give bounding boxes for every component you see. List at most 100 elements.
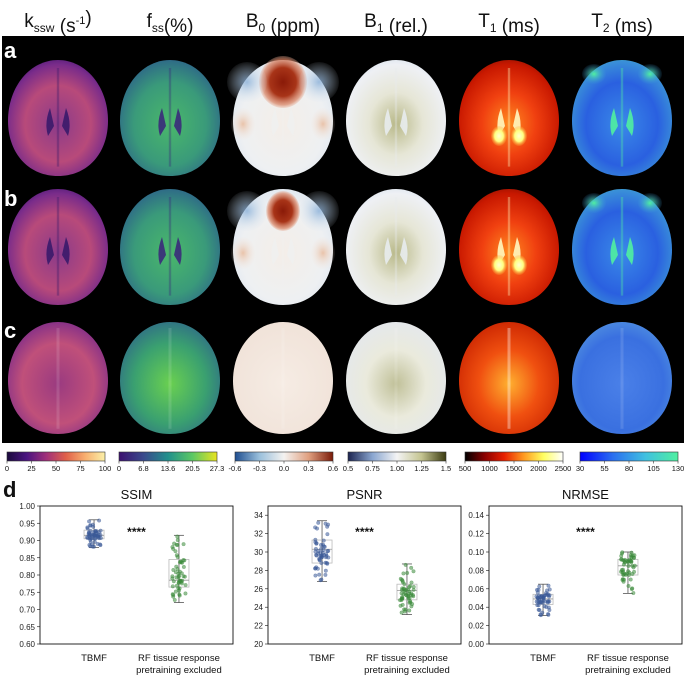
brain-map-row2-col1 [8,189,108,305]
plot-frame [39,505,234,645]
data-point [313,537,318,542]
category-label: pretraining excluded [136,665,222,676]
y-tick-label: 0.70 [19,606,35,615]
category-label: TBMF [309,653,335,664]
data-point [323,572,328,577]
brain-map-row1-col2 [120,60,220,176]
data-point [407,608,412,613]
category-label: RF tissue response [138,653,220,664]
data-point [542,594,546,599]
y-tick-label: 0.04 [468,603,484,612]
data-point [183,591,188,596]
data-point [323,560,328,565]
colorbar-tick: 100 [99,464,112,473]
row-labels: a b c [4,38,17,343]
colorbar-tick: 0 [5,464,9,473]
data-point [94,529,99,533]
data-point [535,595,540,600]
column-header-5: T1 (ms) [478,11,540,37]
column-headers: kssw (s-1) fss(%) B0 (ppm) B1 (rel.) T1 (ms)… [24,8,652,37]
data-point [632,555,636,560]
colorbar-tick: 0 [117,464,121,473]
data-point [546,593,551,598]
column-header-4: B1 (rel.) [364,11,428,37]
data-point [538,612,543,617]
column-header-6: T2 (ms) [591,11,653,37]
data-point [409,591,414,596]
data-point [623,557,627,562]
brain-map-row3-col3 [233,322,333,434]
data-point [631,565,636,570]
data-point [546,583,551,588]
brain-map-row2-col3 [227,189,339,305]
box-rf-excluded [617,550,639,595]
column-header-1: kssw (s-1) [24,8,91,37]
brain-map-row1-col3 [227,56,339,176]
y-tick-label: 0.75 [19,588,35,597]
data-point [181,542,186,547]
brain-map-row1-col4 [346,60,446,176]
colorbar-tick: 0.6 [328,464,338,473]
data-point [409,580,414,585]
colorbar-tick: 1000 [481,464,498,473]
brain-map-row3-col6 [572,322,672,434]
data-point [628,577,633,582]
data-point [174,575,179,580]
data-point [398,598,402,603]
data-point [313,566,318,571]
data-point [546,612,551,617]
plot-title: NRMSE [562,487,609,502]
data-point [401,571,406,576]
y-tick-label: 24 [254,603,263,612]
data-point [86,530,91,535]
data-point [320,553,325,558]
box-rf-excluded [396,562,418,615]
box-tbmf [83,518,105,549]
data-point [402,607,407,612]
brain-map-row2-col2 [120,189,220,305]
data-point [400,602,405,607]
y-tick-label: 1.00 [19,502,35,511]
data-point [626,559,631,564]
colorbar-tick: 1500 [506,464,523,473]
box-plots: SSIM 0.60 0.65 0.70 0.75 0.80 0.85 0.90 0.95 1.00… [19,487,683,676]
brain-map-row3-col5 [459,322,559,434]
category-label: RF tissue response [366,653,448,664]
data-point [171,593,176,597]
data-point [537,600,542,605]
category-label: RF tissue response [587,653,669,664]
data-point [322,544,327,549]
category-label: TBMF [81,653,107,664]
y-tick-label: 0.12 [468,530,484,539]
data-point [321,538,326,543]
colorbar-tick: 20.5 [185,464,200,473]
data-point [626,569,631,574]
data-point [401,586,406,591]
data-point [92,539,97,544]
category-label: pretraining excluded [364,665,450,676]
colorbar-tick: 1.00 [390,464,405,473]
data-point [546,599,551,604]
colorbar-tick: 1.5 [441,464,451,473]
colorbar-b1: 0.5 0.75 1.00 1.25 1.5 [343,451,451,473]
data-point [325,532,330,537]
data-point [178,579,183,584]
y-tick-label: 32 [254,530,263,539]
data-point [313,573,318,578]
image-grid-background [2,36,684,443]
brain-map-row1-col5 [459,60,559,176]
data-point [85,526,90,531]
data-point [540,600,545,605]
data-point [175,534,180,539]
data-point [170,584,175,589]
y-tick-label: 0.90 [19,537,35,546]
significance-stars: **** [576,525,595,539]
data-point [407,585,412,590]
data-point [97,518,102,523]
colorbar-tick: 13.6 [161,464,176,473]
colorbar-tick: 55 [600,464,608,473]
data-point [171,579,176,584]
data-point [542,604,547,609]
panel-d-label: d [3,477,16,502]
colorbar-tick: 130 [672,464,685,473]
